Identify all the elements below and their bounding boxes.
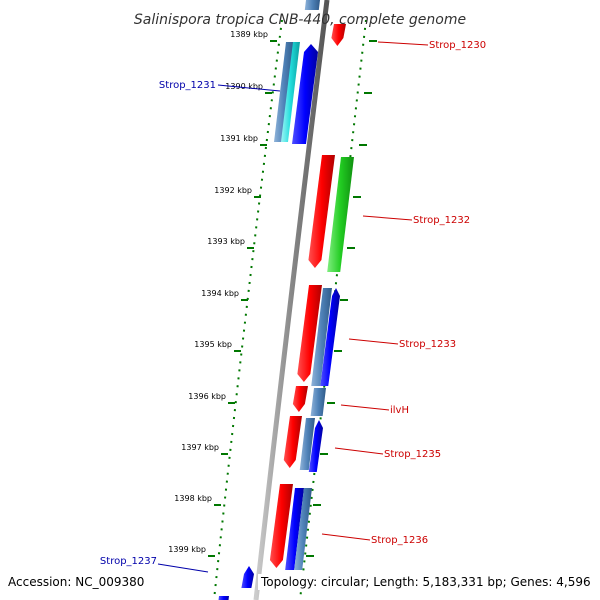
gene-feature-reverse (320, 288, 340, 386)
gene-feature-steelblue (274, 42, 294, 142)
map-title: Salinispora tropica CNB-440, complete ge… (134, 12, 466, 28)
gene-feature-reverse (241, 566, 254, 588)
tick-label: 1393 kbp (207, 237, 245, 246)
label-leader-line (377, 41, 429, 46)
tick-labels: 1389 kbp 1390 kbp 1391 kbp 1392 kbp 1393 kbp… (168, 30, 268, 554)
tick-label: 1397 kbp (181, 443, 219, 452)
gene-feature-steelblue (310, 388, 326, 416)
label-leader-line (217, 84, 281, 92)
tick-label: 1391 kbp (220, 134, 258, 143)
label-leader-line (321, 533, 371, 541)
gene-feature-forward (308, 155, 335, 268)
label-leader-line (340, 404, 390, 411)
label-leader-line (362, 215, 413, 221)
gene-feature-red (331, 24, 346, 46)
tick-label: 1399 kbp (168, 545, 206, 554)
gene-feature-forward (283, 416, 302, 468)
gene-feature-steelblue (294, 488, 312, 570)
tick-label: 1395 kbp (194, 340, 232, 349)
gene-feature-reverse (292, 44, 318, 144)
label-leader-line (157, 563, 209, 573)
gene-label: Strop_1231 (159, 80, 216, 91)
gene-feature-reverse (308, 420, 323, 472)
accession-text: Accession: NC_009380 (8, 575, 144, 589)
tick-label: 1389 kbp (230, 30, 268, 39)
tick-marks (208, 40, 377, 557)
tick-label: 1398 kbp (174, 494, 212, 503)
footer-background (6, 574, 147, 590)
tick-label: 1390 kbp (225, 82, 263, 91)
label-leader-line (348, 338, 399, 345)
gene-label: Strop_1232 (413, 215, 470, 226)
label-leader-line (334, 447, 384, 455)
tick-label: 1392 kbp (214, 186, 252, 195)
gene-features (218, 0, 354, 600)
gene-feature-reverse (285, 488, 304, 570)
gene-label: Strop_1237 (100, 556, 157, 567)
gene-label: Strop_1230 (429, 40, 486, 51)
genome-backbone (253, 0, 330, 600)
gene-label: Strop_1236 (371, 535, 428, 546)
gene-label: ilvH (390, 405, 409, 416)
gene-feature-steelblue (311, 288, 332, 386)
footer-background (258, 574, 593, 590)
inner-dotted-rail (213, 19, 283, 600)
gene-feature-steelblue (304, 0, 320, 10)
gene-feature-steelblue (299, 418, 315, 470)
gene-feature-forward (269, 484, 293, 568)
gene-feature-reverse (218, 596, 229, 600)
gene-feature-green (327, 157, 354, 272)
gene-label: Strop_1233 (399, 339, 456, 350)
gene-feature-forward (297, 285, 322, 382)
tick-label: 1396 kbp (188, 392, 226, 401)
gene-feature-cyan (281, 42, 300, 142)
gene-feature-forward (292, 386, 308, 412)
gene-labels: Strop_1230 Strop_1232 Strop_1233 ilvH Strop_… (100, 40, 486, 573)
tick-label: 1394 kbp (201, 289, 239, 298)
gene-label: Strop_1235 (384, 449, 441, 460)
topology-text: Topology: circular; Length: 5,183,331 bp… (260, 575, 591, 589)
